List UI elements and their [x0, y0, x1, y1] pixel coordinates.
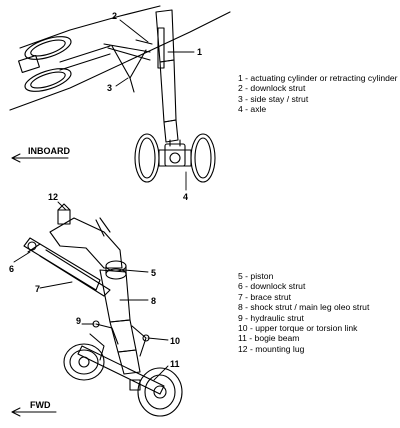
wing-lower-surface: [9, 11, 231, 111]
callout-2: 2: [112, 11, 117, 21]
legend-item: 3 - side stay / strut: [238, 93, 309, 104]
top-leader-lines: [115, 19, 195, 191]
callout-11: 11: [170, 359, 180, 369]
fwd-arrow-icon: [11, 407, 57, 417]
legend-item: 2 - downlock strut: [238, 83, 306, 94]
legend-item: 12 - mounting lug: [238, 343, 305, 354]
upper-frame: [49, 217, 123, 269]
callout-8: 8: [151, 296, 156, 306]
callout-9: 9: [76, 316, 81, 326]
legend-top: 1 - actuating cylinder or retracting cyl…: [238, 73, 398, 115]
callout-5: 5: [151, 268, 156, 278]
top-main-leg: [155, 9, 179, 143]
callout-12: 12: [48, 192, 58, 202]
inboard-label: INBOARD: [28, 146, 70, 156]
legend-bottom: 5 - piston 6 - downlock strut 7 - brace …: [238, 271, 369, 354]
legend-item: 9 - hydraulic strut: [238, 312, 304, 323]
legend-item: 6 - downlock strut: [238, 281, 306, 292]
bogie-beam: [77, 345, 165, 395]
legend-item: 8 - shock strut / main leg oleo strut: [238, 302, 370, 313]
legend-item: 7 - brace strut: [238, 291, 292, 302]
piston: [105, 260, 127, 280]
brace-strut: [39, 249, 111, 297]
callout-3: 3: [107, 83, 112, 93]
wing-upper-surface: [19, 5, 161, 49]
callout-6: 6: [9, 264, 14, 274]
bogie-rear-wheel: [129, 367, 183, 417]
legend-item: 4 - axle: [238, 104, 267, 115]
shock-strut: [99, 269, 141, 375]
legend-item: 1 - actuating cylinder or retracting cyl…: [238, 73, 398, 83]
callout-1: 1: [197, 47, 202, 57]
callout-4: 4: [183, 192, 188, 202]
downlock-strut-bottom: [23, 237, 101, 291]
top-side-stay: [103, 39, 153, 93]
callout-7: 7: [35, 284, 40, 294]
legend-item: 10 - upper torque or torsion link: [238, 323, 358, 334]
top-bogie: [134, 133, 216, 183]
retracted-wheels: [18, 36, 111, 92]
fwd-label: FWD: [30, 400, 51, 410]
bottom-gear-illustration: [23, 203, 183, 417]
bogie-front-wheel: [63, 343, 105, 381]
bottom-leader-lines: [13, 201, 169, 381]
legend-item: 11 - bogie beam: [238, 333, 300, 344]
legend-item: 5 - piston: [238, 271, 274, 281]
callout-10: 10: [170, 336, 180, 346]
top-gear-illustration: [9, 5, 231, 183]
inboard-arrow-icon: [11, 153, 69, 163]
